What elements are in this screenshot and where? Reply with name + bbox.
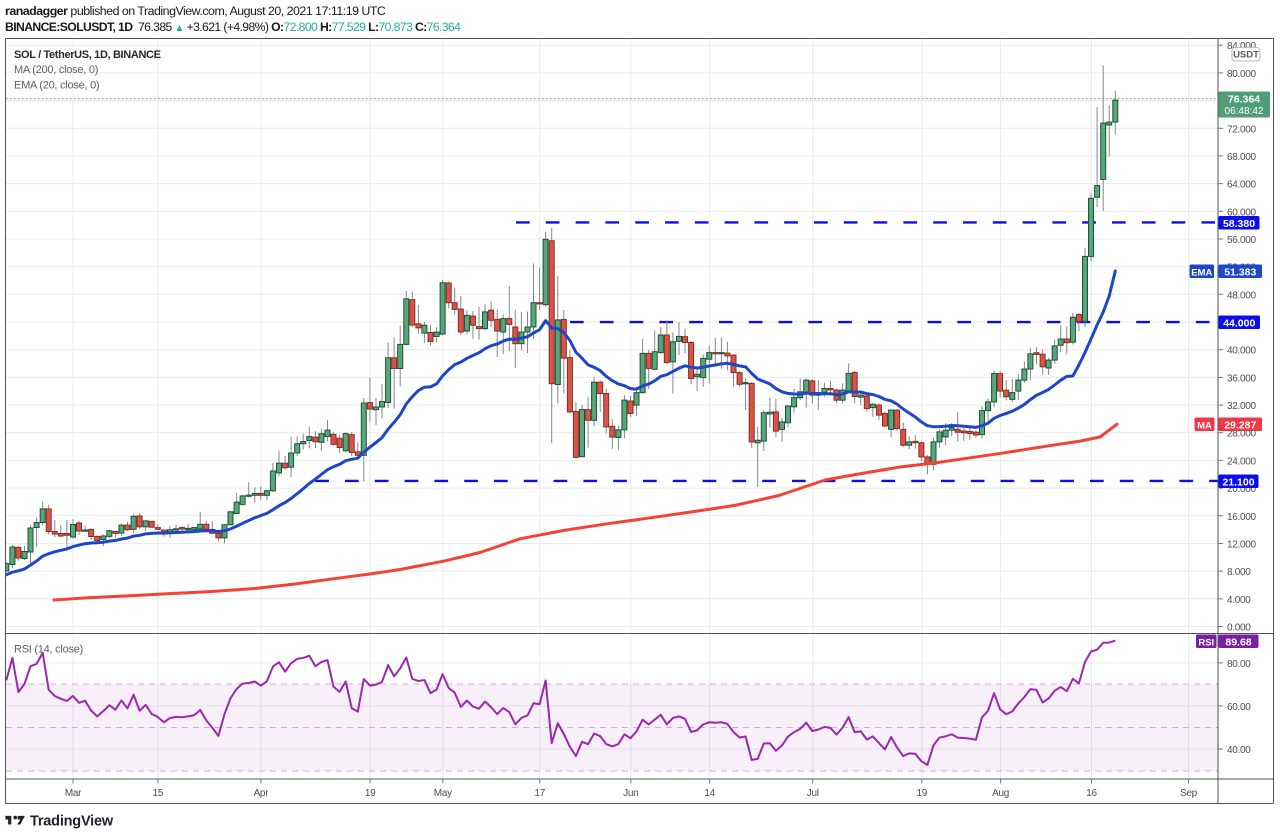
svg-text:60.00: 60.00: [1227, 702, 1251, 713]
svg-text:17: 17: [535, 788, 546, 799]
svg-text:72.000: 72.000: [1227, 124, 1257, 135]
svg-text:MA: MA: [1197, 420, 1212, 431]
svg-text:RSI (14, close): RSI (14, close): [14, 644, 83, 656]
svg-text:44.000: 44.000: [1223, 317, 1255, 329]
svg-text:21.100: 21.100: [1222, 476, 1254, 488]
svg-text:24.000: 24.000: [1227, 456, 1257, 467]
svg-text:Apr: Apr: [254, 788, 270, 799]
svg-text:Aug: Aug: [992, 788, 1009, 799]
svg-text:80.000: 80.000: [1227, 69, 1257, 80]
svg-text:BINANCE:SOLUSDT, 1D 76.385 ▲: BINANCE:SOLUSDT, 1D 76.385 ▲ +3.621 (+4.…: [5, 20, 461, 34]
svg-text:32.000: 32.000: [1227, 401, 1257, 412]
svg-text:16: 16: [1086, 788, 1097, 799]
svg-text:14: 14: [704, 788, 715, 799]
svg-text:MA (200, close, 0): MA (200, close, 0): [14, 64, 98, 76]
svg-text:USDT: USDT: [1233, 50, 1259, 61]
svg-text:68.000: 68.000: [1227, 152, 1257, 163]
svg-text:29.287: 29.287: [1224, 419, 1256, 431]
svg-text:36.000: 36.000: [1227, 373, 1257, 384]
svg-text:06:48:42: 06:48:42: [1225, 106, 1264, 117]
svg-text:EMA: EMA: [1191, 267, 1212, 278]
svg-text:8.000: 8.000: [1227, 567, 1251, 578]
svg-text:40.00: 40.00: [1227, 745, 1251, 756]
svg-text:Jul: Jul: [807, 788, 819, 799]
svg-text:20.000: 20.000: [1227, 484, 1257, 495]
svg-text:16.000: 16.000: [1227, 512, 1257, 523]
svg-text:May: May: [434, 788, 452, 799]
svg-text:76.364: 76.364: [1228, 94, 1260, 106]
svg-text:SOL / TetherUS, 1D, BINANCE: SOL / TetherUS, 1D, BINANCE: [14, 49, 161, 61]
svg-text:60.000: 60.000: [1227, 207, 1257, 218]
svg-text:84.000: 84.000: [1227, 41, 1257, 52]
svg-text:EMA (20, close, 0): EMA (20, close, 0): [14, 80, 99, 92]
svg-text:48.000: 48.000: [1227, 290, 1257, 301]
svg-text:64.000: 64.000: [1227, 180, 1257, 191]
svg-text:Mar: Mar: [65, 788, 82, 799]
svg-text:56.000: 56.000: [1227, 235, 1257, 246]
svg-text:4.000: 4.000: [1227, 595, 1251, 606]
svg-text:89.68: 89.68: [1225, 636, 1251, 648]
svg-text:0.000: 0.000: [1227, 623, 1251, 634]
svg-text:40.000: 40.000: [1227, 346, 1257, 357]
svg-text:19: 19: [365, 788, 376, 799]
svg-text:12.000: 12.000: [1227, 540, 1257, 551]
svg-text:Sep: Sep: [1180, 788, 1198, 799]
svg-text:Jun: Jun: [623, 788, 638, 799]
svg-text:RSI: RSI: [1198, 637, 1214, 648]
svg-text:58.380: 58.380: [1223, 218, 1255, 230]
svg-text:ranadagger published on Tradin: ranadagger published on TradingView.com,…: [5, 4, 386, 18]
svg-text:TradingView: TradingView: [30, 814, 114, 830]
svg-text:15: 15: [153, 788, 164, 799]
svg-text:80.00: 80.00: [1227, 659, 1251, 670]
svg-text:51.383: 51.383: [1224, 266, 1256, 278]
svg-text:19: 19: [917, 788, 928, 799]
svg-text:28.000: 28.000: [1227, 429, 1257, 440]
